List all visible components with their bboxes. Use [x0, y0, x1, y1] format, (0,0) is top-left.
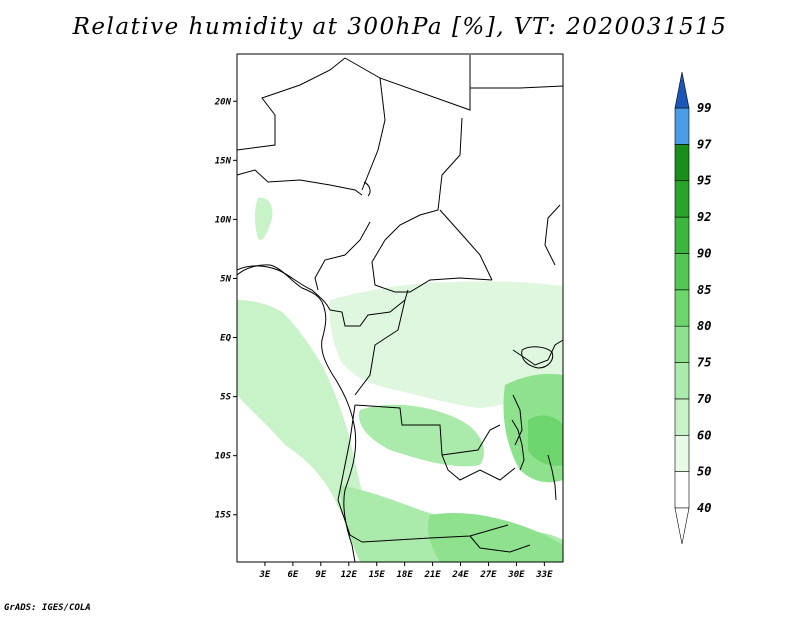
- colorbar-label: 95: [697, 174, 711, 188]
- lon-tick-label: 24E: [451, 570, 469, 580]
- colorbar-label: 50: [697, 465, 711, 479]
- lake-tanganyika: [511, 419, 525, 471]
- humidity-field: [237, 197, 563, 562]
- humidity-region-central: [329, 281, 563, 408]
- colorbar-top-arrow: [674, 71, 690, 109]
- humidity-region-southeast: [428, 513, 563, 562]
- colorbar-label: 40: [697, 501, 711, 515]
- lon-tick-label: 9E: [315, 570, 326, 580]
- humidity-region-east-core: [528, 415, 563, 466]
- lake-victoria: [521, 346, 554, 369]
- lat-tick-label: 10S: [215, 452, 232, 462]
- colorbar-label: 90: [697, 246, 711, 260]
- colorbar-segment: [674, 325, 690, 363]
- colorbar-segment: [674, 362, 690, 400]
- colorbar-segment: [674, 107, 690, 145]
- colorbar-label: 60: [697, 428, 711, 442]
- colorbar-label: 80: [697, 319, 711, 333]
- colorbar-label: 99: [697, 101, 711, 115]
- humidity-region-congo: [359, 404, 484, 467]
- colorbar-label: 85: [697, 283, 711, 297]
- lon-tick-label: 12E: [341, 570, 358, 580]
- colorbar-segment: [674, 289, 690, 327]
- map-title: Relative humidity at 300hPa [%], VT: 202…: [72, 14, 728, 40]
- map-frame: [236, 53, 564, 563]
- latitude-axis: 20N 15N 10N 5N EQ 5S 10S 15S: [214, 97, 237, 521]
- colorbar-label: 70: [697, 392, 711, 406]
- lon-tick-label: 21E: [423, 570, 441, 580]
- longitude-axis: 3E 6E 9E 12E 15E 18E 21E 24E 27E 30E 33E: [259, 562, 553, 580]
- lon-tick-label: 18E: [397, 570, 414, 580]
- lat-tick-label: 15N: [215, 156, 232, 166]
- colorbar-label: 75: [697, 356, 711, 370]
- grads-credit: GrADS: IGES/COLA: [4, 603, 91, 613]
- colorbar-bottom-arrow: [674, 507, 690, 545]
- lon-tick-label: 30E: [507, 570, 525, 580]
- colorbar-segment: [674, 144, 690, 182]
- colorbar-segment: [674, 180, 690, 218]
- lat-tick-label: 20N: [214, 97, 232, 107]
- lat-tick-label: 10N: [215, 215, 232, 225]
- colorbar-segment: [674, 253, 690, 291]
- lat-tick-label: 5S: [220, 393, 231, 403]
- colorbar: 40 50 60 70 75 80 85 90 92 95 97 99: [674, 71, 712, 545]
- lat-tick-label: EQ: [220, 334, 231, 344]
- colorbar-segment: [674, 398, 690, 436]
- lat-tick-label: 5N: [220, 274, 231, 284]
- lon-tick-label: 3E: [259, 570, 271, 580]
- lon-tick-label: 33E: [535, 570, 553, 580]
- lon-tick-label: 15E: [369, 570, 386, 580]
- colorbar-segment: [674, 434, 690, 472]
- lon-tick-label: 6E: [287, 570, 298, 580]
- lake-malawi: [547, 454, 557, 501]
- country-borders: [236, 55, 564, 553]
- humidity-region-northwest: [255, 197, 273, 240]
- lon-tick-label: 27E: [479, 570, 497, 580]
- colorbar-segment: [674, 216, 690, 254]
- lake-chad: [363, 181, 371, 197]
- lat-tick-label: 15S: [215, 511, 232, 521]
- coastline: [236, 181, 557, 563]
- colorbar-label: 97: [697, 137, 712, 151]
- colorbar-label: 92: [697, 210, 711, 224]
- colorbar-segment: [674, 471, 690, 509]
- humidity-region-west: [237, 300, 372, 534]
